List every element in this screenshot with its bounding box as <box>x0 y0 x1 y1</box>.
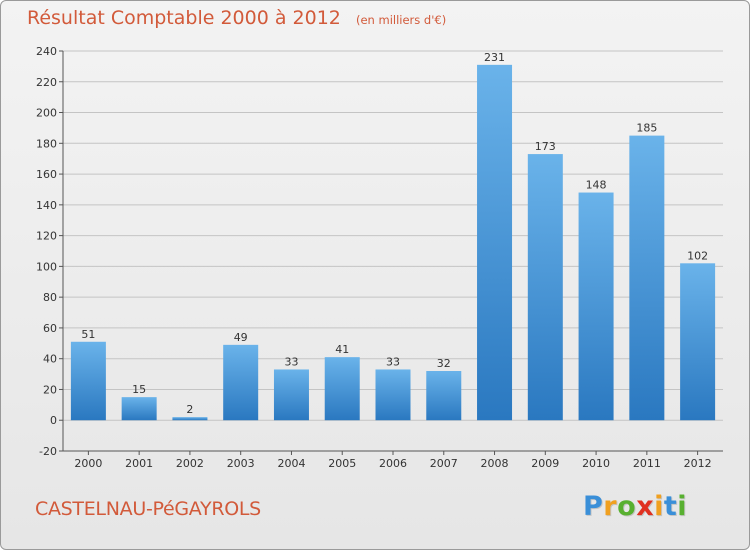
logo-letter: r <box>603 491 618 522</box>
place-name: CASTELNAU-PéGAYROLS <box>35 498 261 520</box>
bar-2003 <box>223 344 259 421</box>
data-label-2004: 33 <box>284 355 298 368</box>
bars <box>70 64 716 421</box>
data-label-2003: 49 <box>234 331 248 344</box>
x-tick-label-2010: 2010 <box>582 457 610 470</box>
title-row: Résultat Comptable 2000 à 2012 (en milli… <box>27 7 446 29</box>
bar-2004 <box>273 369 309 421</box>
chart-title: Résultat Comptable 2000 à 2012 <box>27 7 341 29</box>
bar-2010 <box>578 192 614 421</box>
y-tick-label: 20 <box>43 383 57 396</box>
x-tick-label-2006: 2006 <box>379 457 407 470</box>
y-tick-label: 0 <box>50 414 57 427</box>
axes: -20 0 20 40 60 80 100 120 140 160 180 200 220 240 2000… <box>36 45 723 470</box>
x-tick-label-2009: 2009 <box>531 457 559 470</box>
bar-2002 <box>172 417 208 421</box>
x-tick-label-2004: 2004 <box>277 457 305 470</box>
bar-2000 <box>70 341 106 421</box>
data-label-2005: 41 <box>335 343 349 356</box>
data-label-2009: 173 <box>535 140 556 153</box>
logo-letter: t <box>663 491 678 522</box>
logo-letter: o <box>617 491 637 522</box>
data-labels: 51 15 2 49 33 41 33 32 231 173 148 185 102 <box>81 51 708 416</box>
y-tick-label: -20 <box>39 445 57 458</box>
logo-letter: i <box>654 491 664 522</box>
y-tick-label: 100 <box>36 260 57 273</box>
bar-2007 <box>426 371 462 421</box>
chart-unit: (en milliers d'€) <box>355 13 447 27</box>
x-tick-label-2000: 2000 <box>74 457 102 470</box>
logo-letter: P <box>583 491 604 522</box>
bar-2012 <box>680 263 716 421</box>
bar-2009 <box>527 154 563 421</box>
bar-2011 <box>629 135 665 421</box>
y-tick-label: 140 <box>36 199 57 212</box>
proxiti-logo: Proxiti <box>583 491 687 522</box>
y-tick-label: 120 <box>36 230 57 243</box>
data-label-2012: 102 <box>687 249 708 262</box>
bar-2001 <box>121 397 157 421</box>
x-tick-label-2001: 2001 <box>125 457 153 470</box>
y-tick-label: 200 <box>36 107 57 120</box>
x-tick-label-2008: 2008 <box>481 457 509 470</box>
x-tick-label-2002: 2002 <box>176 457 204 470</box>
data-label-2008: 231 <box>484 51 505 64</box>
x-tick-label-2011: 2011 <box>633 457 661 470</box>
y-tick-label: 160 <box>36 168 57 181</box>
x-tick-label-2005: 2005 <box>328 457 356 470</box>
bar-2008 <box>477 64 513 421</box>
data-label-2007: 32 <box>437 357 451 370</box>
data-label-2002: 2 <box>186 403 193 416</box>
logo-letter: i <box>677 491 688 522</box>
x-tick-label-2003: 2003 <box>227 457 255 470</box>
bar-2006 <box>375 369 411 421</box>
data-label-2006: 33 <box>386 355 400 368</box>
y-tick-label: 180 <box>36 137 57 150</box>
y-tick-label: 220 <box>36 76 57 89</box>
data-label-2011: 185 <box>636 122 657 135</box>
data-label-2001: 15 <box>132 383 146 396</box>
y-tick-label: 80 <box>43 291 57 304</box>
data-label-2010: 148 <box>586 179 607 192</box>
y-tick-label: 60 <box>43 322 57 335</box>
x-tick-label-2007: 2007 <box>430 457 458 470</box>
y-tick-label: 240 <box>36 45 57 58</box>
logo-letter: x <box>636 491 655 522</box>
data-label-2000: 51 <box>81 328 95 341</box>
x-tick-label-2012: 2012 <box>684 457 712 470</box>
bar-2005 <box>324 357 360 421</box>
y-tick-label: 40 <box>43 353 57 366</box>
